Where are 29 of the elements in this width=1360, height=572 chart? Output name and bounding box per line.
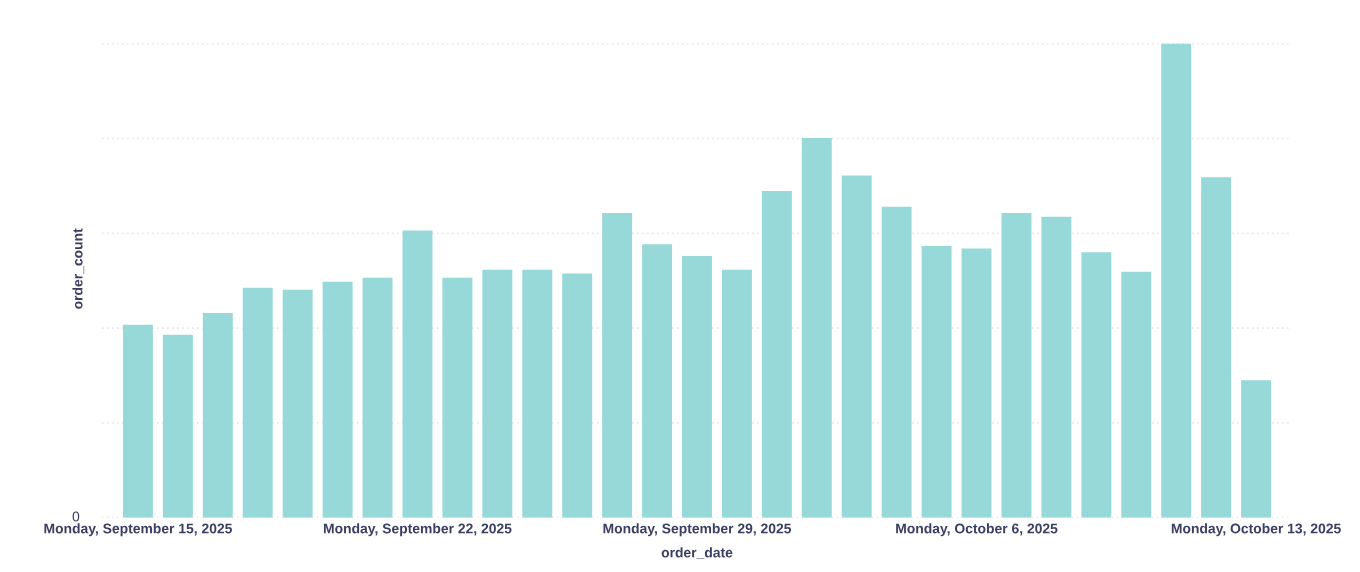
bar — [721, 269, 752, 518]
bar — [1161, 43, 1192, 518]
bar — [602, 212, 633, 518]
bar — [921, 246, 952, 518]
bar — [1081, 252, 1112, 518]
bar — [682, 256, 712, 518]
bar — [841, 175, 872, 518]
bar — [801, 138, 832, 518]
bar — [761, 191, 792, 518]
bar — [1001, 212, 1032, 518]
bar — [202, 312, 233, 518]
bar — [402, 230, 433, 518]
bar — [961, 248, 992, 518]
bar — [1121, 271, 1152, 518]
bar — [522, 269, 553, 518]
bar — [122, 324, 153, 518]
bar — [482, 269, 513, 518]
bar — [442, 277, 473, 518]
bar — [242, 287, 273, 518]
bar — [1241, 380, 1272, 518]
bar — [1201, 177, 1232, 518]
bar — [642, 244, 673, 518]
bar — [362, 277, 393, 518]
bar — [282, 289, 313, 518]
bar — [162, 334, 193, 518]
bar — [881, 206, 912, 518]
bar — [562, 273, 593, 518]
bar — [1041, 216, 1072, 518]
bar — [322, 281, 353, 518]
